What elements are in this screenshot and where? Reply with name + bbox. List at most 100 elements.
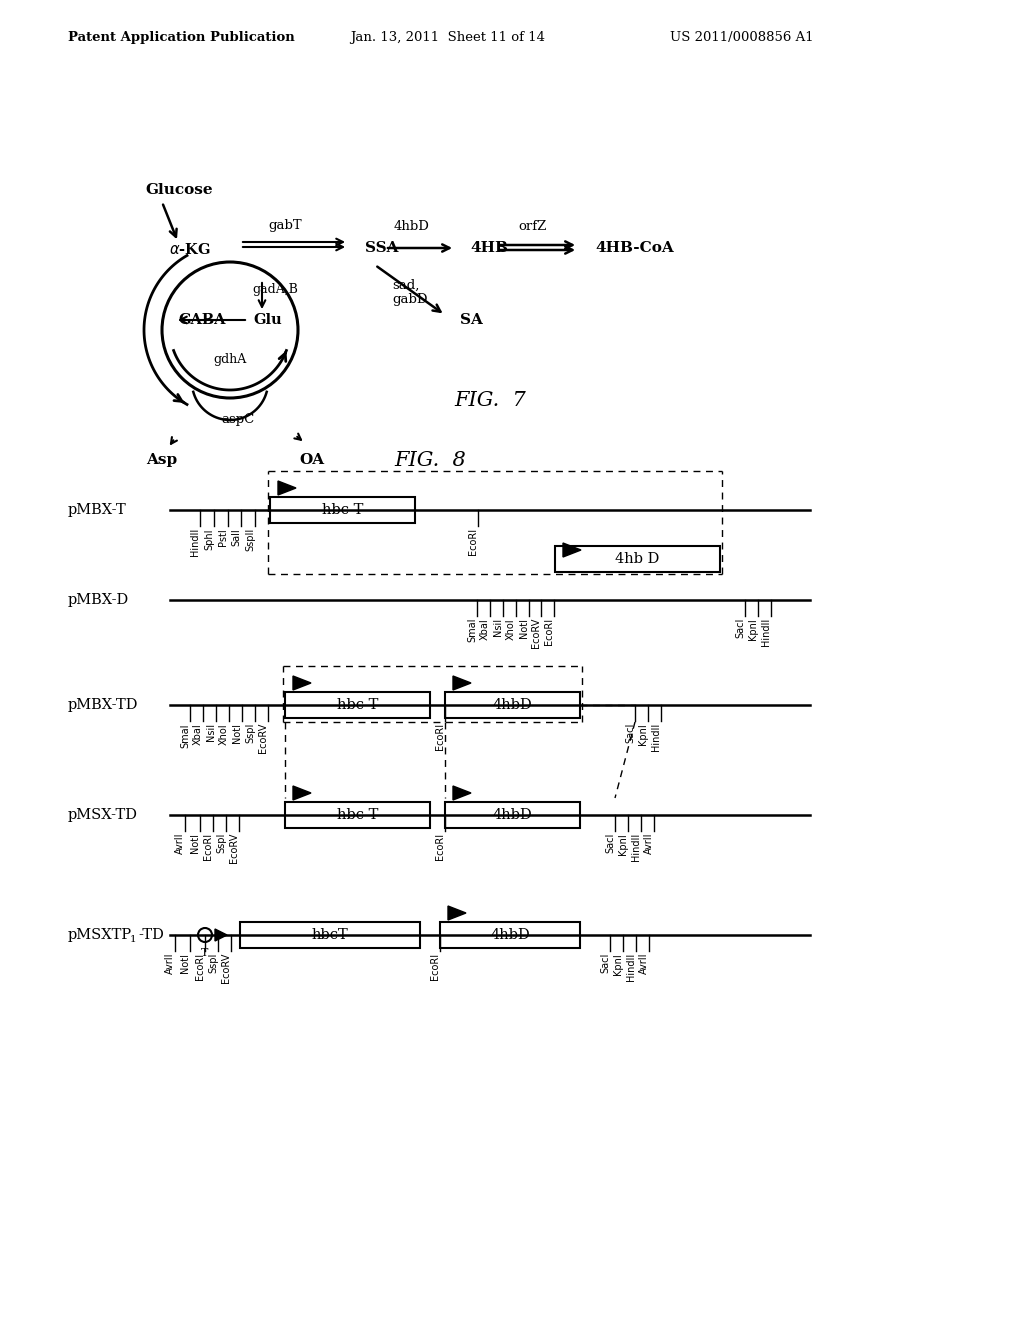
Text: AvrII: AvrII [639, 953, 649, 974]
Polygon shape [453, 676, 471, 690]
Text: 1: 1 [130, 935, 136, 944]
Text: XbaI: XbaI [480, 618, 490, 640]
Text: EcoRI: EcoRI [430, 953, 440, 981]
Text: SA: SA [460, 313, 483, 327]
Text: gadA,B: gadA,B [252, 284, 298, 297]
Text: hbc T: hbc T [322, 503, 364, 517]
Text: EcoRI: EcoRI [468, 528, 478, 556]
Polygon shape [293, 785, 311, 800]
Text: pMSX-TD: pMSX-TD [68, 808, 138, 822]
Text: gabD: gabD [392, 293, 427, 306]
Text: EcoRI: EcoRI [435, 833, 445, 861]
FancyBboxPatch shape [445, 692, 580, 718]
Text: SphI: SphI [204, 528, 214, 549]
Text: 4HB: 4HB [470, 242, 508, 255]
Text: HindII: HindII [651, 723, 662, 751]
Polygon shape [293, 676, 311, 690]
Text: hbcT: hbcT [311, 928, 348, 942]
Text: EcoRI: EcoRI [435, 723, 445, 750]
Text: Glucose: Glucose [145, 183, 213, 197]
Polygon shape [453, 785, 471, 800]
Text: orfZ: orfZ [519, 220, 547, 234]
Text: HindII: HindII [626, 953, 636, 981]
Text: HindII: HindII [190, 528, 200, 556]
Text: SmaI: SmaI [180, 723, 190, 747]
FancyBboxPatch shape [285, 803, 430, 828]
Polygon shape [278, 480, 296, 495]
FancyBboxPatch shape [240, 921, 420, 948]
Text: T: T [202, 948, 209, 958]
Text: 4hbD: 4hbD [493, 698, 532, 711]
Text: Glu: Glu [254, 313, 283, 327]
Text: SspI: SspI [208, 953, 218, 973]
Text: SspI: SspI [216, 833, 226, 853]
Text: SacI: SacI [605, 833, 615, 853]
Text: SmaI: SmaI [467, 618, 477, 643]
Text: sad,: sad, [392, 279, 420, 292]
Text: gabT: gabT [268, 219, 302, 231]
Text: XbaI: XbaI [193, 723, 203, 744]
Text: NotI: NotI [180, 953, 190, 973]
Text: AvrII: AvrII [644, 833, 654, 854]
Text: SSA: SSA [365, 242, 398, 255]
Text: KpnI: KpnI [638, 723, 648, 744]
Text: aspC: aspC [221, 413, 255, 426]
FancyBboxPatch shape [445, 803, 580, 828]
Text: NotI: NotI [190, 833, 200, 853]
Text: gdhA: gdhA [213, 354, 247, 367]
Text: hbc T: hbc T [337, 808, 378, 822]
Text: FIG.  7: FIG. 7 [454, 391, 526, 409]
Text: SacI: SacI [735, 618, 745, 639]
Text: AvrII: AvrII [175, 833, 185, 854]
Text: NsiI: NsiI [493, 618, 503, 636]
Text: hbc T: hbc T [337, 698, 378, 711]
Text: NotI: NotI [519, 618, 529, 638]
Text: EcoRV: EcoRV [258, 723, 268, 754]
Text: US 2011/0008856 A1: US 2011/0008856 A1 [670, 30, 814, 44]
Text: GABA: GABA [178, 313, 225, 327]
Text: KpnI: KpnI [613, 953, 623, 974]
Text: 4HB-CoA: 4HB-CoA [595, 242, 674, 255]
FancyBboxPatch shape [440, 921, 580, 948]
Text: NsiI: NsiI [206, 723, 216, 741]
Text: $\alpha$-KG: $\alpha$-KG [169, 243, 211, 257]
Text: HindII: HindII [761, 618, 771, 647]
Text: SspII: SspII [245, 528, 255, 552]
Text: 4hb D: 4hb D [615, 552, 659, 566]
Text: pMBX-TD: pMBX-TD [68, 698, 138, 711]
FancyBboxPatch shape [270, 498, 415, 523]
Text: OA: OA [299, 453, 325, 467]
Text: EcoRV: EcoRV [221, 953, 231, 983]
Polygon shape [449, 906, 466, 920]
Polygon shape [215, 929, 227, 941]
Text: EcoRI: EcoRI [544, 618, 554, 645]
Text: AvrII: AvrII [165, 953, 175, 974]
Text: FIG.  8: FIG. 8 [394, 450, 466, 470]
Text: -TD: -TD [138, 928, 164, 942]
FancyBboxPatch shape [555, 546, 720, 572]
Text: EcoRV: EcoRV [229, 833, 239, 863]
Text: Patent Application Publication: Patent Application Publication [68, 30, 295, 44]
Text: Jan. 13, 2011  Sheet 11 of 14: Jan. 13, 2011 Sheet 11 of 14 [350, 30, 545, 44]
Text: NotI: NotI [232, 723, 242, 743]
Text: 4hbD: 4hbD [394, 220, 430, 234]
Text: XhoI: XhoI [506, 618, 516, 640]
Polygon shape [563, 543, 581, 557]
Text: EcoRV: EcoRV [531, 618, 541, 648]
Text: SacI: SacI [600, 953, 610, 973]
Text: KpnI: KpnI [618, 833, 628, 855]
FancyBboxPatch shape [285, 692, 430, 718]
Text: 4hbD: 4hbD [493, 808, 532, 822]
Text: EcoRI: EcoRI [195, 953, 205, 981]
Text: pMBX-T: pMBX-T [68, 503, 127, 517]
Text: KpnI: KpnI [748, 618, 758, 640]
Text: SalI: SalI [231, 528, 241, 545]
Text: pMSXTP: pMSXTP [68, 928, 132, 942]
Text: Asp: Asp [146, 453, 177, 467]
Text: pMBX-D: pMBX-D [68, 593, 129, 607]
Text: HindII: HindII [631, 833, 641, 861]
Text: PstI: PstI [218, 528, 228, 545]
Text: EcoRI: EcoRI [203, 833, 213, 861]
Text: XhoI: XhoI [219, 723, 229, 744]
Text: SspI: SspI [245, 723, 255, 743]
